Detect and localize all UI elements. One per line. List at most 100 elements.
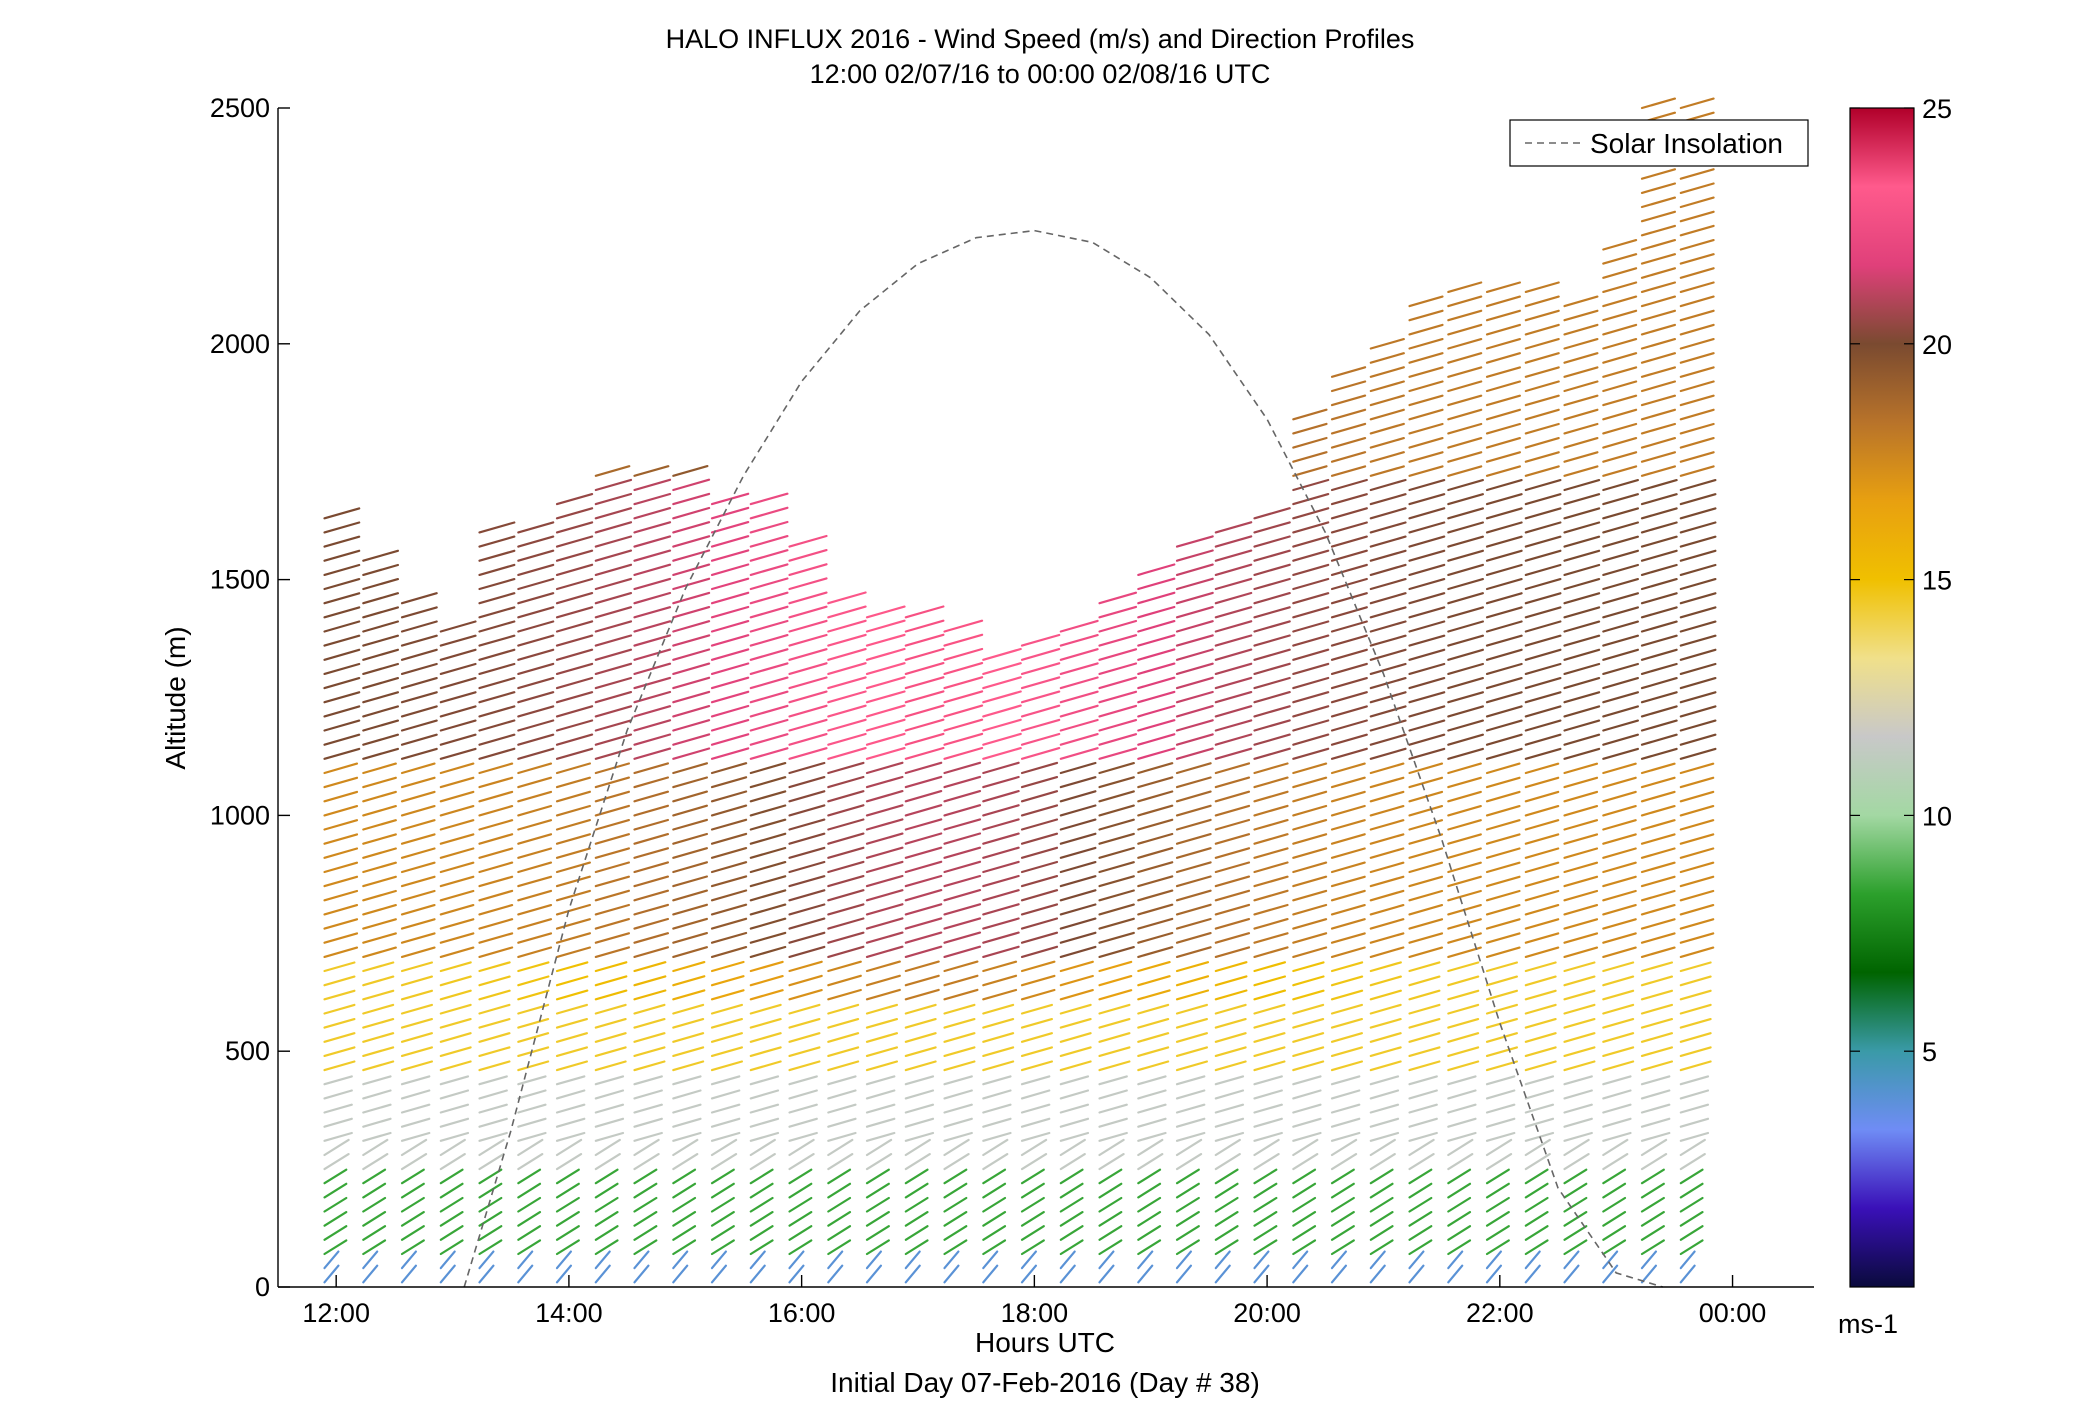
wind-vector xyxy=(1485,648,1523,661)
wind-vector xyxy=(1563,1131,1593,1142)
wind-vector xyxy=(1020,732,1061,746)
wind-vector xyxy=(827,1239,852,1256)
x-tick-label: 12:00 xyxy=(302,1298,370,1328)
wind-vector xyxy=(400,592,438,605)
wind-vector xyxy=(400,975,433,987)
wind-vector xyxy=(594,917,631,930)
wind-vector xyxy=(400,833,436,845)
wind-vector xyxy=(1214,747,1253,760)
wind-vector xyxy=(1602,975,1635,987)
wind-vector xyxy=(1408,1264,1425,1284)
wind-vector xyxy=(1640,352,1677,364)
wind-vector xyxy=(672,832,709,845)
wind-vector xyxy=(362,549,399,562)
wind-vector xyxy=(1098,718,1138,732)
wind-vector xyxy=(1524,946,1560,959)
wind-vector xyxy=(1485,451,1522,463)
wind-vector xyxy=(1563,1138,1590,1157)
wind-vector xyxy=(323,1138,350,1157)
wind-vector xyxy=(827,1046,860,1058)
wind-vector xyxy=(1679,946,1715,959)
wind-vector xyxy=(1447,889,1482,902)
wind-vector xyxy=(1214,733,1253,746)
wind-vector xyxy=(788,662,828,676)
wind-vector xyxy=(710,1089,741,1100)
wind-vector xyxy=(1098,945,1135,959)
wind-vector xyxy=(710,832,748,845)
wind-vector xyxy=(1059,747,1099,760)
wind-vector xyxy=(1098,1046,1131,1058)
wind-vector xyxy=(982,874,1020,888)
wind-vector xyxy=(749,1138,776,1157)
wind-vector xyxy=(672,1117,702,1128)
wind-vector xyxy=(1640,719,1678,732)
wind-vector xyxy=(1253,776,1289,789)
wind-vector xyxy=(1563,989,1596,1001)
wind-vector xyxy=(1214,1060,1247,1072)
wind-vector xyxy=(362,918,397,930)
wind-vector xyxy=(1640,196,1677,209)
wind-vector xyxy=(1253,549,1291,562)
wind-vector xyxy=(1524,975,1557,987)
wind-vector xyxy=(943,1182,968,1199)
wind-vector xyxy=(1679,1225,1704,1241)
wind-vector xyxy=(672,931,709,944)
wind-vector xyxy=(1292,634,1330,647)
wind-vector xyxy=(749,1225,774,1241)
wind-vector xyxy=(982,1103,1012,1114)
wind-vector xyxy=(400,719,438,732)
wind-vector xyxy=(1602,932,1637,944)
wind-vector xyxy=(1524,918,1560,930)
wind-vector xyxy=(1020,1075,1051,1086)
wind-vector xyxy=(904,1168,929,1185)
wind-vector xyxy=(594,946,631,959)
wind-vector xyxy=(1524,1182,1549,1199)
wind-vector xyxy=(1408,352,1444,364)
wind-vector xyxy=(1175,1060,1209,1072)
wind-vector xyxy=(400,1210,425,1227)
wind-vector xyxy=(1563,1250,1580,1270)
wind-vector xyxy=(478,1103,508,1114)
wind-vector xyxy=(1137,662,1176,676)
wind-vector xyxy=(1214,1032,1247,1043)
wind-vector xyxy=(1292,1003,1325,1015)
wind-vector xyxy=(904,960,940,973)
wind-vector xyxy=(943,988,979,1001)
wind-vector xyxy=(1253,1168,1278,1185)
wind-vector xyxy=(633,690,672,704)
wind-vector xyxy=(982,1152,1009,1171)
wind-vector xyxy=(1447,577,1485,591)
wind-vector xyxy=(323,719,361,732)
wind-vector xyxy=(1098,1138,1125,1157)
wind-vector xyxy=(1447,1131,1477,1142)
wind-vector xyxy=(749,1210,774,1227)
wind-vector xyxy=(1098,1210,1123,1227)
wind-vector xyxy=(1059,860,1097,874)
wind-vector xyxy=(1408,847,1444,859)
wind-vector xyxy=(1059,945,1097,959)
wind-vector xyxy=(1563,662,1601,676)
wind-vector xyxy=(1524,521,1562,534)
wind-vector xyxy=(555,932,592,944)
wind-vector xyxy=(788,931,826,944)
wind-vector xyxy=(362,648,399,661)
wind-vector xyxy=(827,804,865,817)
wind-vector xyxy=(1137,619,1176,633)
wind-vector xyxy=(1253,662,1291,676)
wind-vector xyxy=(439,1225,464,1241)
wind-vector xyxy=(1447,521,1485,534)
wind-vector xyxy=(517,662,555,676)
wind-vector xyxy=(1485,790,1521,803)
wind-vector xyxy=(904,1032,937,1043)
wind-vector xyxy=(1408,1032,1441,1043)
wind-vector xyxy=(1679,493,1717,506)
wind-vector xyxy=(1292,1182,1317,1199)
wind-vector xyxy=(1485,762,1521,775)
wind-vector xyxy=(1602,733,1640,746)
wind-vector xyxy=(1447,676,1485,690)
wind-vector xyxy=(1524,1089,1555,1100)
wind-vector xyxy=(749,818,787,831)
wind-vector xyxy=(1640,338,1677,350)
wind-vector xyxy=(1524,1046,1557,1058)
wind-vector xyxy=(1059,974,1094,987)
